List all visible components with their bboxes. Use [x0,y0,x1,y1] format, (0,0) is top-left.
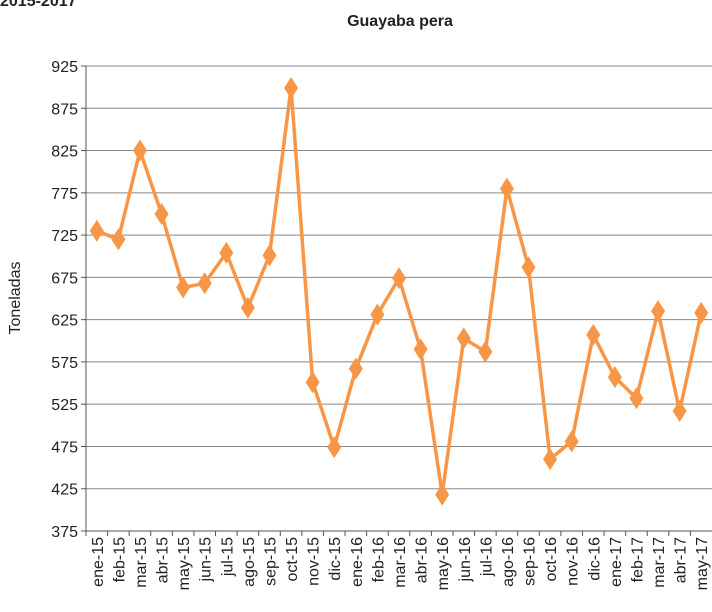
y-tick-label: 575 [51,355,78,372]
marker [521,256,536,279]
x-tick-label: may-16 [435,537,452,590]
x-tick-label: ago-15 [241,537,258,587]
chart-subtitle: 2015-2017 [0,0,77,10]
marker [240,296,255,319]
y-tick-label: 475 [51,439,78,456]
x-tick-label: sep-15 [262,537,279,586]
x-tick-label: feb-17 [629,537,646,582]
y-axis-label: Toneladas [7,262,24,335]
x-tick-label: abr-16 [414,537,431,583]
marker [305,371,320,394]
y-tick-label: 875 [51,101,78,118]
x-tick-label: may-15 [176,537,193,590]
y-tick-label: 925 [51,59,78,76]
y-tick-label: 375 [51,524,78,541]
x-tick-label: oct-16 [543,537,560,582]
marker [327,436,342,459]
marker [435,483,450,506]
x-tick-label: sep-16 [522,537,539,586]
marker [499,177,514,200]
x-tick-label: nov-15 [306,537,323,586]
x-tick-label: abr-17 [673,537,690,583]
x-tick-label: ene-17 [608,537,625,587]
y-tick-label: 625 [51,313,78,330]
x-tick-label: ago-16 [500,537,517,587]
x-tick-label: mar-17 [651,537,668,588]
marker [111,228,126,251]
x-tick-label: ene-15 [90,537,107,587]
x-tick-label: jun-15 [198,537,215,583]
x-tick-label: jul-16 [478,537,495,577]
marker [413,338,428,361]
marker [176,276,191,299]
y-tick-label: 675 [51,270,78,287]
x-tick-label: feb-16 [370,537,387,582]
x-tick-label: jun-16 [457,537,474,583]
marker [219,241,234,264]
marker [132,139,147,162]
y-tick-label: 725 [51,228,78,245]
x-tick-label: abr-15 [155,537,172,583]
y-tick-label: 425 [51,482,78,499]
marker [392,267,406,290]
marker [607,366,622,389]
marker [262,244,277,267]
marker [672,399,687,422]
x-tick-label: dic-16 [586,537,603,581]
marker [370,303,385,326]
marker [284,76,299,99]
y-tick-label: 825 [51,144,78,161]
x-tick-label: feb-15 [111,537,128,582]
y-tick-label: 775 [51,186,78,203]
x-tick-label: may-17 [694,537,711,590]
x-tick-label: dic-15 [327,537,344,581]
marker [629,387,644,410]
marker [456,327,471,350]
marker [89,219,104,242]
marker [564,430,579,453]
x-tick-label: nov-16 [565,537,582,586]
marker [348,357,363,380]
marker [586,323,601,346]
x-tick-label: mar-16 [392,537,409,588]
x-tick-label: mar-15 [133,537,150,588]
x-tick-label: oct-15 [284,537,301,582]
marker [543,448,558,471]
marker [197,272,212,295]
x-tick-label: ene-16 [349,537,366,587]
chart-title: Guayaba pera [347,13,453,30]
marker [478,340,493,363]
marker [694,301,709,324]
y-tick-label: 525 [51,397,78,414]
marker [154,202,169,225]
x-tick-label: jul-15 [219,537,236,577]
marker [651,300,666,323]
